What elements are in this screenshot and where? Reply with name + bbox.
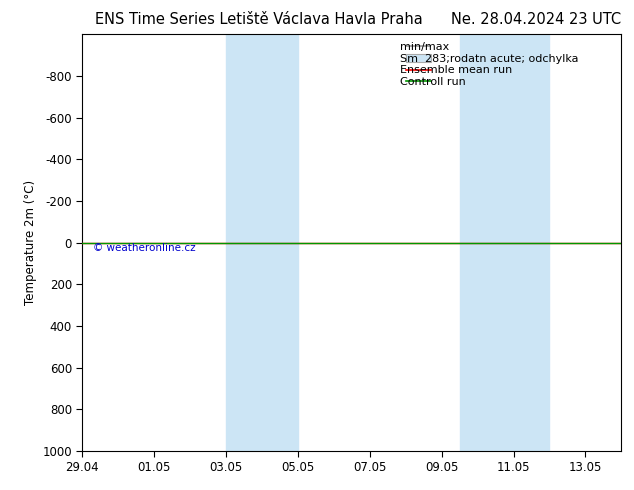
Text: ENS Time Series Letiště Václava Havla Praha: ENS Time Series Letiště Václava Havla Pr… — [95, 12, 423, 27]
Bar — [226, 34, 298, 451]
Legend: min/max, Sm  283;rodatn acute; odchylka, Ensemble mean run, Controll run: min/max, Sm 283;rodatn acute; odchylka, … — [404, 40, 616, 89]
Text: Ne. 28.04.2024 23 UTC: Ne. 28.04.2024 23 UTC — [451, 12, 621, 27]
Y-axis label: Temperature 2m (°C): Temperature 2m (°C) — [24, 180, 37, 305]
Bar — [460, 34, 550, 451]
Text: © weatheronline.cz: © weatheronline.cz — [93, 243, 196, 252]
